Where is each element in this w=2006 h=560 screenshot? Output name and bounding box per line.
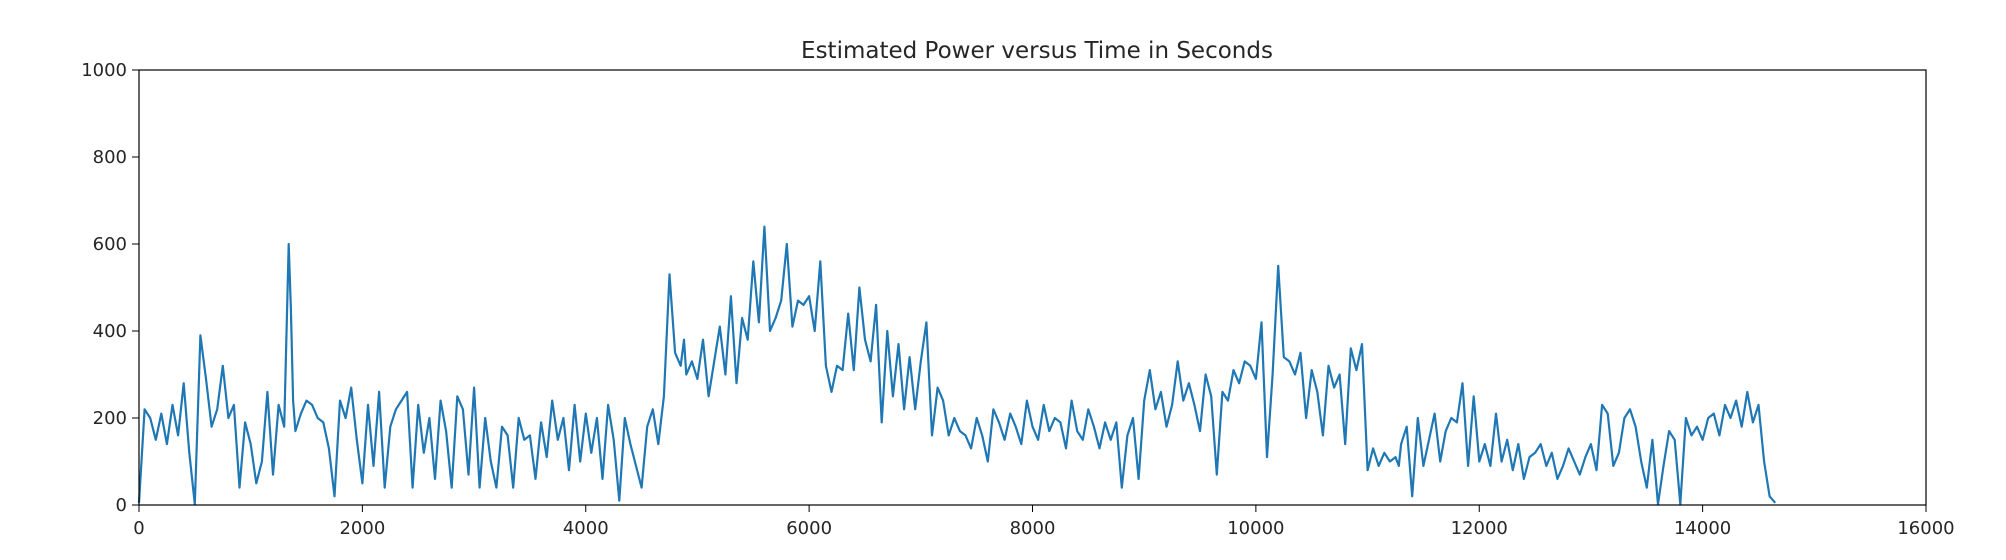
x-tick-label: 10000 <box>1227 518 1284 539</box>
x-tick-label: 8000 <box>1010 518 1056 539</box>
x-tick-label: 12000 <box>1451 518 1508 539</box>
x-tick-label: 14000 <box>1674 518 1731 539</box>
series-line-estimated-power <box>139 227 1775 505</box>
y-tick-label: 400 <box>93 321 127 342</box>
chart-title: Estimated Power versus Time in Seconds <box>801 38 1273 64</box>
x-tick-label: 0 <box>133 518 144 539</box>
y-tick-label: 0 <box>116 495 127 516</box>
y-axis: 0 200 400 600 800 1000 <box>81 60 139 516</box>
x-tick-label: 6000 <box>786 518 832 539</box>
y-tick-label: 1000 <box>81 60 127 81</box>
y-tick-label: 800 <box>93 147 127 168</box>
plot-frame <box>139 70 1926 505</box>
x-axis: 0 2000 4000 6000 8000 10000 12000 14000 16000 <box>133 505 1954 539</box>
x-tick-label: 2000 <box>339 518 385 539</box>
x-tick-label: 4000 <box>563 518 609 539</box>
x-tick-label: 16000 <box>1897 518 1954 539</box>
y-tick-label: 200 <box>93 408 127 429</box>
y-tick-label: 600 <box>93 234 127 255</box>
